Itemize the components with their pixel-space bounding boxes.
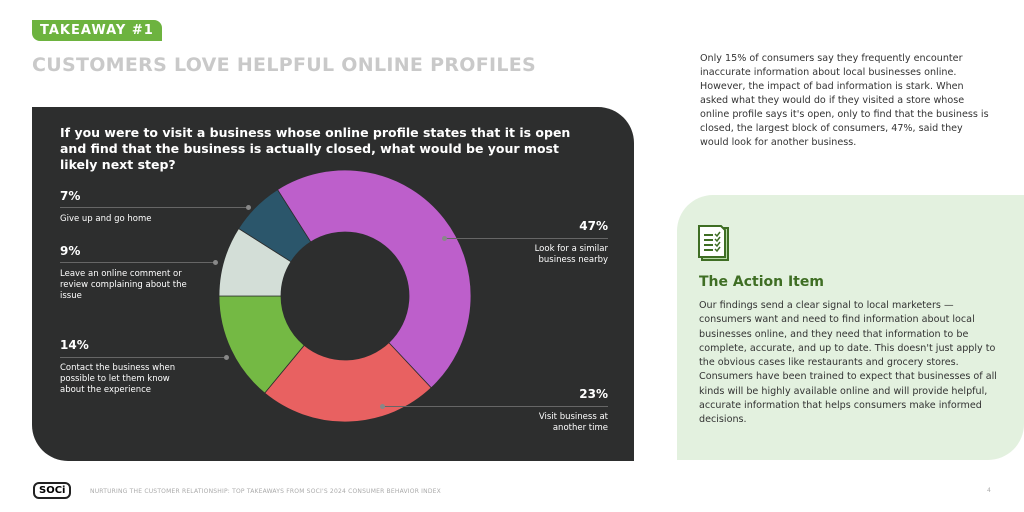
label-leave-comment: 9% Leave an online comment or review comp… — [60, 244, 187, 301]
checklist-icon — [698, 225, 729, 261]
page-title: CUSTOMERS LOVE HELPFUL ONLINE PROFILES — [32, 54, 537, 76]
page-number: 4 — [987, 487, 991, 494]
label-contact-business: 14% Contact the business when possible to… — [60, 338, 176, 395]
soci-logo: SOCi — [33, 482, 72, 499]
label-look-similar: 47% Look for a similar business nearby — [534, 219, 608, 265]
footer-text: NURTURING THE CUSTOMER RELATIONSHIP: TOP… — [90, 488, 441, 495]
chart-panel: If you were to visit a business whose on… — [32, 107, 634, 461]
action-item-card: The Action Item Our findings send a clea… — [677, 195, 1024, 460]
donut-slice-1 — [264, 342, 432, 423]
donut-chart — [218, 169, 472, 423]
action-item-title: The Action Item — [699, 274, 824, 290]
label-give-up: 7% Give up and go home — [60, 189, 152, 224]
donut-slice-0 — [276, 169, 472, 389]
donut-slice-4 — [238, 189, 312, 263]
intro-text: Only 15% of consumers say they frequentl… — [700, 53, 989, 148]
takeaway-badge: TAKEAWAY #1 — [32, 20, 162, 41]
chart-question: If you were to visit a business whose on… — [60, 125, 571, 172]
label-visit-later: 23% Visit business at another time — [538, 387, 608, 433]
action-item-body: Our findings send a clear signal to loca… — [699, 300, 997, 426]
